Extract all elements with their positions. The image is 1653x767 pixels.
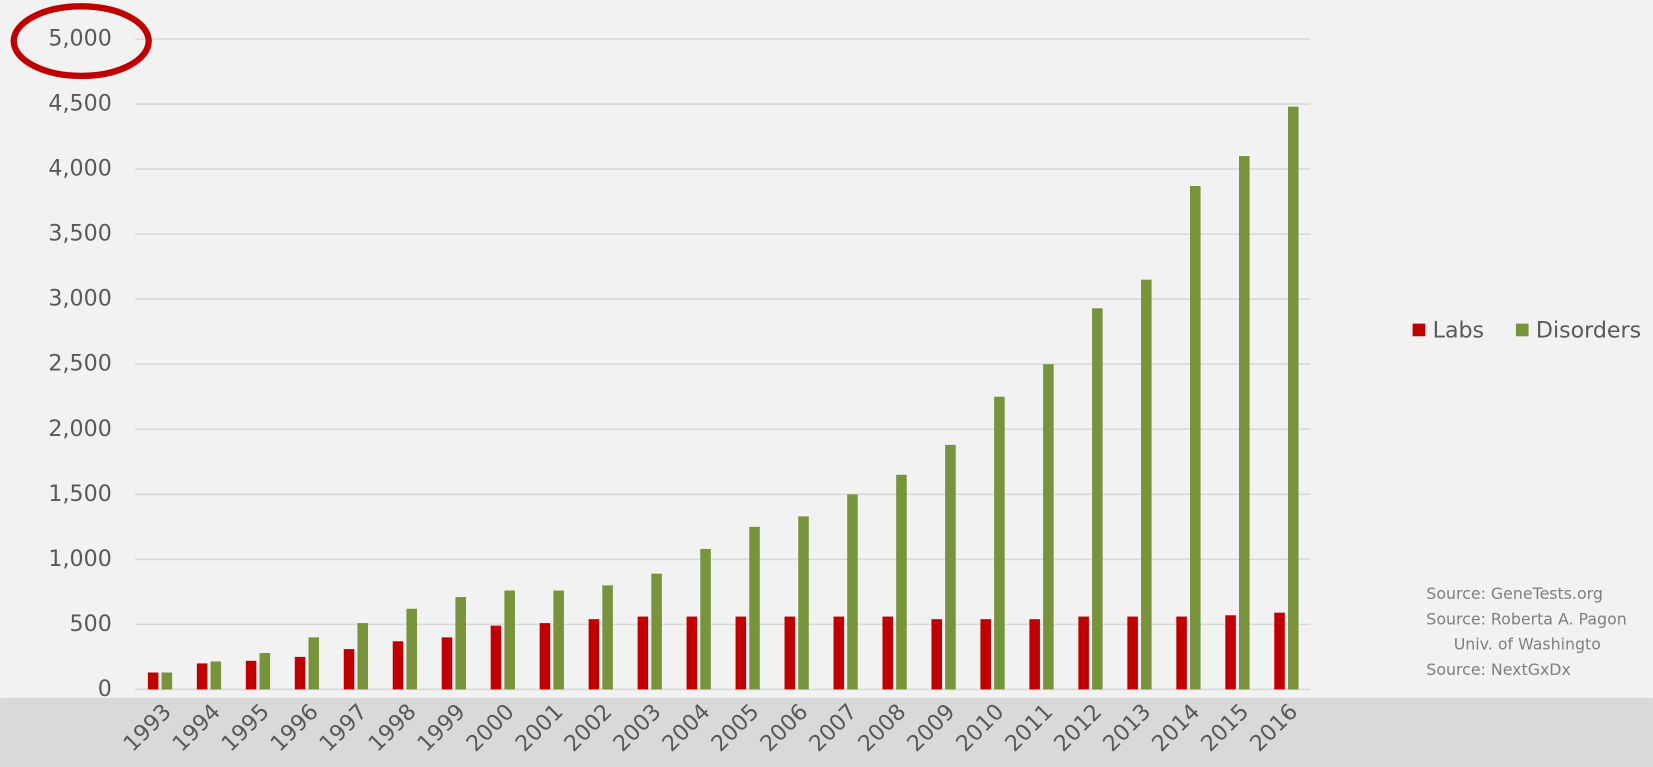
- bar: [455, 597, 466, 690]
- bar: [553, 590, 564, 690]
- bar: [441, 637, 453, 690]
- y-tick-label: 1,500: [48, 481, 111, 507]
- bar: [147, 672, 159, 690]
- bar: [392, 641, 404, 690]
- bar: [1225, 615, 1236, 690]
- annotation: Source: GeneTests.org: [1426, 584, 1603, 603]
- footer-band: [0, 697, 1653, 767]
- bar: [259, 652, 271, 690]
- annotation: Univ. of Washingto: [1454, 635, 1601, 654]
- bar: [294, 656, 306, 690]
- y-tick-label: 3,000: [48, 286, 111, 312]
- bar: [602, 585, 613, 690]
- bar: [1029, 619, 1040, 690]
- bar: [504, 590, 515, 690]
- y-tick-label: 4,000: [48, 156, 111, 182]
- bar: [896, 474, 907, 690]
- bar: [1141, 279, 1152, 690]
- bar: [784, 616, 796, 690]
- legend-label: Disorders: [1536, 318, 1641, 344]
- legend-swatch: [1412, 323, 1426, 337]
- y-tick-label: 3,500: [48, 221, 111, 247]
- bar: [749, 526, 760, 690]
- bar: [980, 619, 991, 690]
- legend-label: Labs: [1433, 318, 1484, 344]
- bar: [210, 661, 222, 690]
- bar: [406, 608, 417, 690]
- y-tick-label: 5,000: [48, 26, 111, 52]
- bar: [735, 616, 747, 690]
- bar: [1043, 364, 1054, 690]
- bar: [798, 516, 809, 690]
- y-tick-label: 4,500: [48, 91, 111, 117]
- bar: [1092, 308, 1103, 690]
- y-tick-label: 1,000: [48, 546, 111, 572]
- bar: [686, 616, 698, 690]
- legend-swatch: [1515, 323, 1529, 337]
- annotation: Source: NextGxDx: [1426, 660, 1571, 679]
- bar: [700, 548, 711, 690]
- bar: [245, 660, 257, 690]
- bar: [945, 444, 956, 690]
- bar: [1127, 616, 1138, 690]
- bar: [1078, 616, 1089, 690]
- bar: [882, 616, 894, 690]
- bar: [847, 494, 858, 690]
- bar: [308, 637, 320, 690]
- bar: [343, 649, 355, 690]
- bar: [651, 573, 662, 690]
- bar: [1190, 185, 1201, 690]
- y-tick-label: 0: [98, 676, 112, 702]
- bar: [1176, 616, 1187, 690]
- bar: [490, 625, 502, 690]
- bar: [196, 663, 208, 690]
- bar: [588, 619, 600, 690]
- bar: [357, 623, 369, 690]
- bar: [161, 672, 173, 690]
- bar: [1239, 156, 1250, 690]
- highlight-circle: [10, 3, 152, 80]
- y-tick-label: 2,500: [48, 351, 111, 377]
- annotation: Source: Roberta A. Pagon: [1426, 609, 1626, 628]
- bar: [994, 396, 1005, 690]
- bar: [833, 616, 845, 690]
- bar: [1274, 612, 1285, 690]
- bar: [637, 616, 649, 690]
- bar: [539, 623, 551, 690]
- bar: [1287, 106, 1299, 690]
- bar: [931, 619, 942, 690]
- y-tick-label: 2,000: [48, 416, 111, 442]
- y-tick-label: 500: [70, 611, 112, 637]
